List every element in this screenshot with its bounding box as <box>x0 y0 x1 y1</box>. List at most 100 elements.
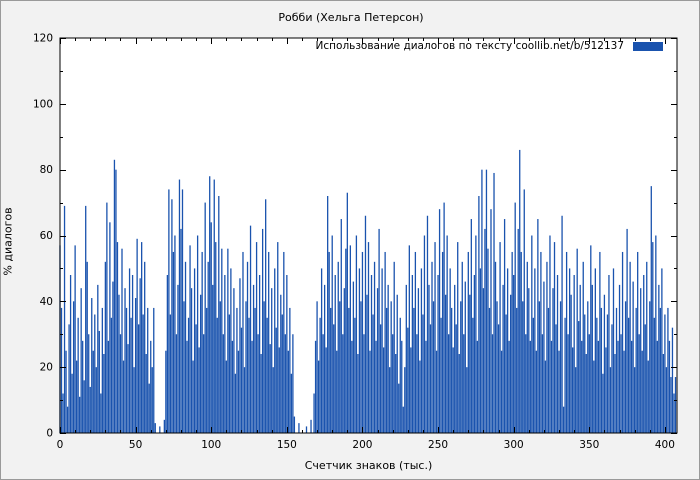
bar <box>597 340 600 433</box>
bar <box>386 307 388 433</box>
bar <box>441 251 444 433</box>
bar <box>323 284 326 434</box>
bar <box>510 294 512 433</box>
bar <box>653 317 655 433</box>
bar <box>384 251 386 433</box>
bar <box>339 301 341 433</box>
bar <box>387 284 389 434</box>
bar <box>635 307 637 433</box>
bar <box>207 261 209 433</box>
bar <box>141 242 143 433</box>
bar <box>286 275 288 433</box>
bar <box>476 340 479 433</box>
x-tick-label: 150 <box>277 439 297 451</box>
bar <box>627 317 630 433</box>
bar <box>174 235 176 433</box>
bar <box>532 317 534 433</box>
bar <box>343 288 345 433</box>
bar <box>243 367 246 433</box>
bar <box>63 205 66 433</box>
bar <box>284 334 286 433</box>
bar <box>432 301 435 433</box>
bar <box>201 251 203 433</box>
bar <box>502 284 504 434</box>
bar <box>246 261 249 433</box>
bar <box>567 334 569 433</box>
bar <box>414 251 417 433</box>
bar <box>405 284 407 434</box>
bar <box>199 294 202 433</box>
bar <box>479 268 482 433</box>
bar <box>154 423 156 434</box>
bar <box>531 235 533 433</box>
bar <box>237 350 240 433</box>
bar <box>290 373 293 433</box>
bar <box>478 196 480 433</box>
bar <box>115 169 117 434</box>
bar <box>671 327 674 433</box>
bar <box>629 261 631 433</box>
bar <box>620 334 622 433</box>
bar <box>559 301 562 433</box>
bar <box>416 334 418 433</box>
bar <box>62 393 64 433</box>
bar <box>144 261 146 433</box>
y-axis-label: % диалогов <box>1 207 15 276</box>
bar <box>85 205 87 433</box>
bar <box>646 261 648 433</box>
bar <box>248 317 250 433</box>
bar <box>222 334 224 433</box>
bar <box>640 288 642 433</box>
bar <box>86 261 88 433</box>
bar <box>351 340 353 433</box>
bar <box>659 307 662 433</box>
x-tick-label: 250 <box>428 439 448 451</box>
bar <box>621 251 624 433</box>
bar <box>136 238 138 433</box>
bar <box>142 314 144 433</box>
bar <box>500 350 503 433</box>
bar <box>637 251 639 433</box>
bar <box>615 307 618 433</box>
bar <box>258 275 261 433</box>
x-tick-label: 100 <box>201 439 221 451</box>
bar <box>316 301 318 433</box>
bar <box>234 373 237 433</box>
bar <box>230 268 232 433</box>
bar <box>100 393 102 433</box>
bar <box>605 347 607 433</box>
bar <box>364 215 367 433</box>
bar <box>454 284 456 434</box>
bar <box>575 367 577 433</box>
bar <box>71 373 73 433</box>
bar <box>169 314 172 433</box>
bar <box>393 261 395 433</box>
bar <box>593 360 595 433</box>
bar <box>544 360 547 433</box>
bar <box>255 242 258 433</box>
bar <box>109 222 111 433</box>
bar <box>227 248 229 433</box>
bar <box>565 251 568 433</box>
bar <box>95 367 97 433</box>
bar <box>438 209 441 433</box>
bar <box>467 251 469 433</box>
bar <box>395 354 397 433</box>
bar <box>423 235 426 433</box>
bar <box>408 245 410 434</box>
bar <box>481 169 483 434</box>
bar <box>652 242 654 433</box>
bar <box>444 294 447 433</box>
bar <box>390 301 392 433</box>
bar <box>370 275 373 433</box>
bar <box>457 242 459 433</box>
bar <box>552 288 554 433</box>
bar <box>466 367 468 433</box>
bar <box>225 360 227 433</box>
bar <box>562 406 565 433</box>
bar <box>272 367 274 433</box>
bar <box>352 281 355 433</box>
bar <box>429 324 432 434</box>
